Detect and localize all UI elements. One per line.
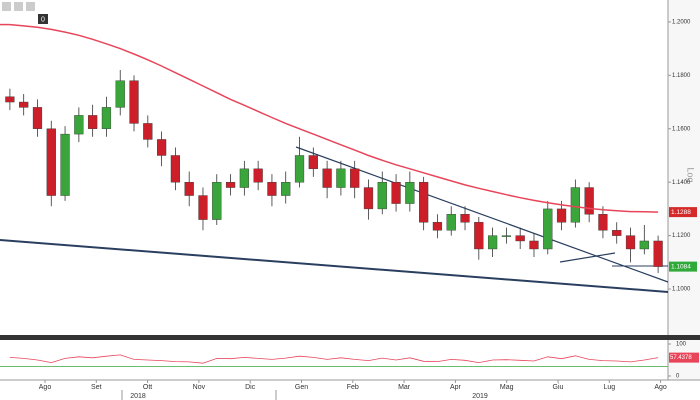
candle-body	[322, 168, 332, 188]
candle-body	[19, 101, 29, 108]
candle-body	[115, 80, 125, 108]
trend-line	[0, 239, 669, 293]
x-tick-label: Dic	[245, 384, 256, 391]
candle-body	[570, 187, 580, 223]
candle-body	[294, 155, 305, 183]
tool-icon[interactable]	[26, 2, 35, 11]
candle-body	[598, 214, 608, 231]
price-tag-label: 1.1084	[671, 263, 691, 270]
candle-body	[625, 235, 636, 250]
axis-panel	[668, 0, 700, 380]
osc-tag	[669, 352, 699, 363]
candle-body	[281, 181, 291, 196]
osc-tick-label: 100	[676, 342, 687, 348]
x-tick-label: Mag	[500, 384, 514, 391]
x-tick-label: Ago	[654, 384, 667, 391]
candle-body	[639, 240, 649, 250]
candle-body	[612, 230, 622, 236]
x-tick-label: Gen	[295, 384, 308, 391]
badge-box	[38, 14, 48, 24]
y-tick-label: 1.1800	[672, 73, 691, 79]
trend-line	[559, 252, 616, 263]
price-tag-label: 1.1288	[671, 209, 691, 216]
price-tag	[669, 261, 697, 272]
candle-body	[653, 240, 663, 267]
osc-tag-label: 57.4378	[670, 355, 692, 361]
toolbar: 0	[2, 2, 48, 24]
candle-body	[584, 187, 594, 215]
x-tick-label: Ago	[39, 384, 52, 391]
candle-body	[432, 222, 443, 231]
price-tag	[669, 207, 697, 218]
candle-body	[446, 214, 456, 231]
oscillator-line	[9, 354, 659, 364]
candle-body	[515, 235, 525, 242]
candle-body	[184, 181, 194, 196]
candle-body	[363, 187, 374, 210]
candle-body	[101, 107, 112, 129]
candles	[5, 69, 663, 274]
osc-tick-label: 0	[676, 374, 680, 380]
x-tick-label: Lug	[603, 384, 615, 391]
badge: 0	[41, 16, 45, 23]
candle-body	[5, 96, 15, 103]
candle-body	[350, 168, 360, 188]
candle-body	[225, 181, 236, 188]
x-tick-label: Apr	[450, 384, 462, 391]
candle-body	[129, 80, 139, 124]
candle-body	[88, 115, 98, 129]
tool-icon[interactable]	[14, 2, 23, 11]
candle-body	[474, 222, 484, 250]
candle-body	[170, 155, 181, 183]
panel-separator	[0, 335, 700, 340]
candle-body	[212, 181, 222, 220]
x-tick-label: Mar	[398, 384, 411, 391]
candle-body	[501, 235, 512, 237]
candle-body	[143, 123, 153, 140]
candle-body	[156, 139, 167, 156]
y-tick-label: 1.1400	[672, 180, 691, 186]
x-tick-label: Set	[91, 384, 102, 391]
candle-body	[74, 115, 84, 135]
candle-body	[198, 195, 208, 220]
candle-body	[46, 128, 56, 196]
candle-body	[308, 155, 318, 170]
x-tick-label: Nov	[193, 384, 206, 391]
x-tick-label: Feb	[347, 384, 359, 391]
candle-body	[239, 168, 249, 188]
candle-body	[391, 181, 401, 204]
y-tick-label: 1.1600	[672, 126, 691, 132]
year-label: 2019	[472, 393, 488, 400]
candle-body	[556, 208, 567, 223]
candle-body	[405, 181, 415, 204]
y-tick-label: 1.1200	[672, 233, 691, 239]
candle-body	[419, 181, 429, 223]
moving-average	[9, 23, 659, 213]
candle-body	[460, 214, 470, 223]
candle-body	[487, 235, 498, 250]
year-label: 2018	[130, 393, 146, 400]
candle-body	[32, 107, 43, 129]
x-tick-label: Ott	[143, 384, 152, 391]
candle-body	[543, 208, 553, 250]
candle-body	[267, 181, 277, 196]
y-tick-label: 1.1000	[672, 287, 691, 293]
x-tick-label: Giu	[553, 384, 564, 391]
scale-label: Log	[686, 167, 696, 182]
candle-body	[253, 168, 263, 183]
candle-body	[529, 240, 539, 250]
candle-body	[336, 168, 346, 188]
candle-body	[60, 133, 70, 196]
candle-body	[377, 181, 387, 210]
tool-icon[interactable]	[2, 2, 11, 11]
y-tick-label: 1.2000	[672, 19, 691, 25]
